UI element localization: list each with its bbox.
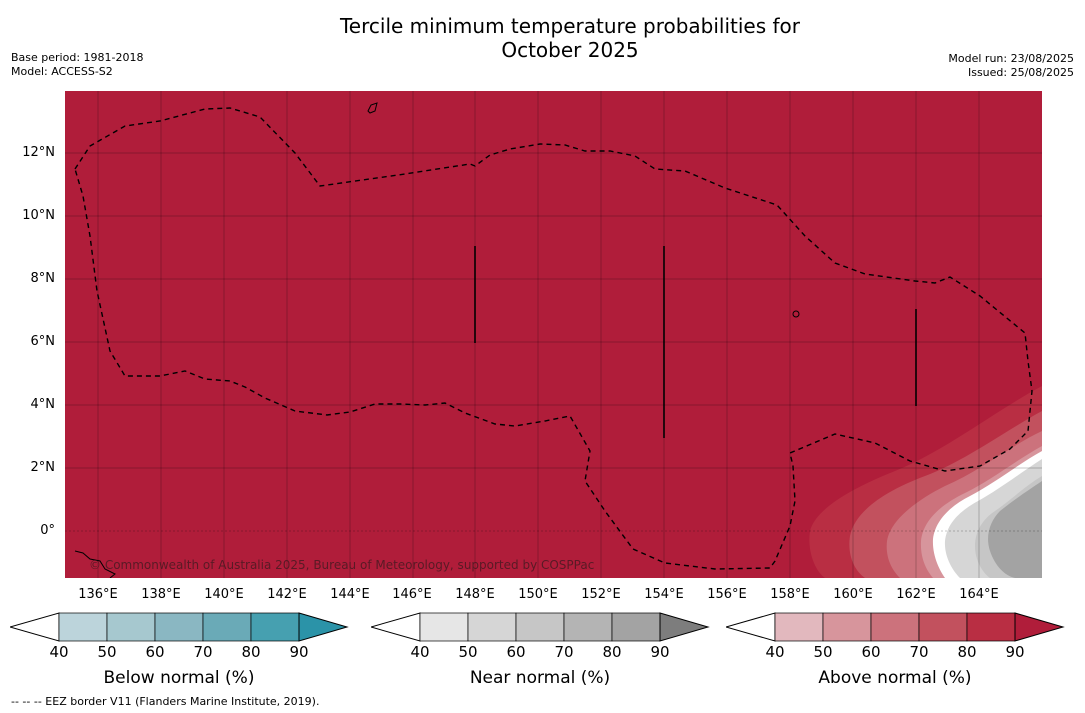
colorbar-near: [371, 612, 710, 642]
colorbar-below: [10, 612, 349, 642]
cb-above-tick: 60: [861, 643, 881, 661]
lon-label: 148°E: [455, 587, 495, 602]
lat-label: 12°N: [22, 145, 55, 160]
cb-near-tick: 80: [602, 643, 622, 661]
eez-border: [74, 107, 1033, 570]
lon-label: 140°E: [204, 587, 244, 602]
lon-label: 154°E: [644, 587, 684, 602]
lon-label: 162°E: [896, 587, 936, 602]
lat-label: 0°: [40, 523, 55, 538]
colorbar-above: [726, 612, 1065, 642]
cb-near-label: Near normal (%): [469, 668, 611, 688]
lat-label: 6°N: [30, 334, 56, 349]
chart-title: Tercile minimum temperature probabilitie…: [0, 14, 1085, 62]
title-line-2: October 2025: [501, 38, 639, 62]
lon-label: 136°E: [78, 587, 118, 602]
lon-label: 164°E: [959, 587, 999, 602]
lat-label: 8°N: [30, 271, 56, 286]
copyright-watermark: © Commonwealth of Australia 2025, Bureau…: [89, 558, 595, 572]
model-run: Model run: 23/08/2025: [948, 52, 1074, 65]
island-markers: [74, 102, 917, 578]
lon-label: 152°E: [581, 587, 621, 602]
lon-label: 156°E: [707, 587, 747, 602]
cb-near-tick: 50: [458, 643, 478, 661]
lon-label: 146°E: [392, 587, 432, 602]
lon-label: 142°E: [267, 587, 307, 602]
probability-gradient: [809, 386, 1042, 578]
lat-label: 10°N: [22, 208, 55, 223]
model-name: Model: ACCESS-S2: [11, 65, 113, 78]
lon-label: 150°E: [518, 587, 558, 602]
eez-footnote: -- -- -- EEZ border V11 (Flanders Marine…: [11, 695, 320, 708]
cb-above-label: Above normal (%): [818, 668, 972, 688]
issued-date: Issued: 25/08/2025: [967, 66, 1074, 79]
lat-label: 2°N: [30, 460, 56, 475]
cb-near-tick: 60: [506, 643, 526, 661]
cb-above-tick: 50: [813, 643, 833, 661]
grid-lines: [65, 91, 1042, 578]
cb-above-tick: 40: [765, 643, 785, 661]
lon-label: 158°E: [770, 587, 810, 602]
cb-below-tick: 40: [49, 643, 69, 661]
cb-near-tick: 90: [650, 643, 670, 661]
cb-near-tick: 70: [554, 643, 574, 661]
base-period: Base period: 1981-2018: [11, 51, 144, 64]
title-line-1: Tercile minimum temperature probabilitie…: [339, 14, 801, 38]
lon-label: 144°E: [330, 587, 370, 602]
cb-near-tick: 40: [410, 643, 430, 661]
cb-above-tick: 70: [909, 643, 929, 661]
lon-label: 138°E: [141, 587, 181, 602]
cb-below-tick: 50: [97, 643, 117, 661]
cb-below-tick: 70: [193, 643, 213, 661]
meta-left: Base period: 1981-2018 Model: ACCESS-S2: [11, 51, 143, 79]
probability-map: [65, 91, 1042, 578]
lat-label: 4°N: [30, 397, 56, 412]
cb-above-tick: 80: [957, 643, 977, 661]
meta-right: Model run: 23/08/2025 Issued: 25/08/2025: [948, 52, 1074, 80]
cb-below-tick: 60: [145, 643, 165, 661]
cb-below-tick: 80: [241, 643, 261, 661]
cb-above-tick: 90: [1005, 643, 1025, 661]
cb-below-tick: 90: [289, 643, 309, 661]
lon-label: 160°E: [833, 587, 873, 602]
cb-below-label: Below normal (%): [103, 668, 255, 688]
